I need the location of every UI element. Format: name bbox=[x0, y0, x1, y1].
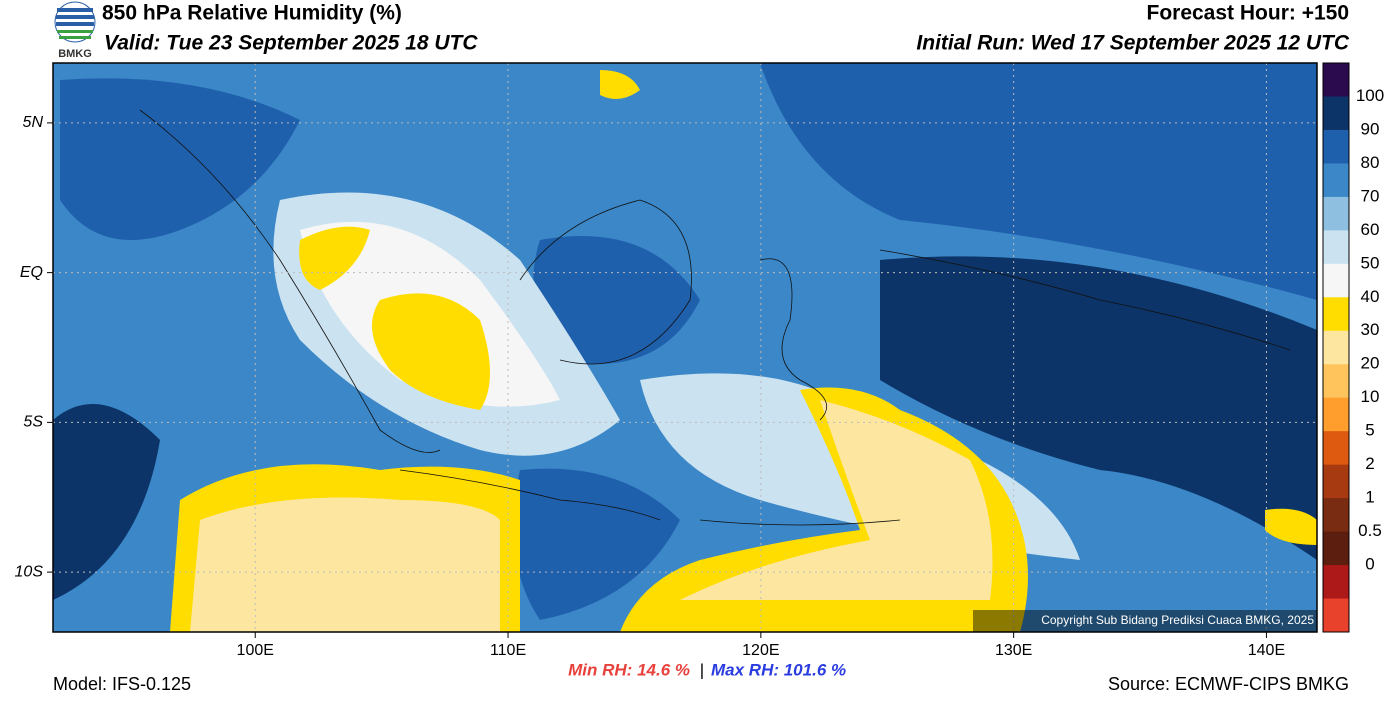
humidity-field bbox=[53, 63, 1317, 632]
colorbar-swatch bbox=[1323, 598, 1349, 633]
colorbar-frame bbox=[1322, 62, 1350, 633]
copyright-box bbox=[973, 610, 1317, 632]
colorbar-swatch bbox=[1323, 565, 1349, 600]
colorbar-label: 10 bbox=[1361, 387, 1380, 406]
colorbar-label: 2 bbox=[1365, 454, 1374, 473]
colorbar-label: 100 bbox=[1356, 86, 1384, 105]
colorbar-label: 0 bbox=[1365, 555, 1374, 574]
lon-tick-label: 120E bbox=[742, 642, 779, 659]
max-rh: Max RH: 101.6 % bbox=[711, 660, 846, 679]
colorbar-swatch bbox=[1323, 163, 1349, 198]
title: 850 hPa Relative Humidity (%) bbox=[102, 2, 402, 25]
colorbar-swatch bbox=[1323, 129, 1349, 164]
colorbar-label: 40 bbox=[1361, 287, 1380, 306]
lat-tick-label: 5N bbox=[23, 114, 44, 131]
lon-tick-label: 140E bbox=[1248, 642, 1285, 659]
colorbar-label: 60 bbox=[1361, 220, 1380, 239]
logo-text: BMKG bbox=[58, 48, 92, 60]
map-frame bbox=[52, 62, 1318, 633]
logo: BMKG bbox=[54, 1, 96, 60]
model: Model: IFS-0.125 bbox=[53, 674, 191, 694]
copyright: Copyright Sub Bidang Prediksi Cuaca BMKG… bbox=[1041, 613, 1314, 627]
colorbar-label: 90 bbox=[1361, 119, 1380, 138]
colorbar-label: 5 bbox=[1365, 421, 1374, 440]
colorbar-label: 20 bbox=[1361, 354, 1380, 373]
min-rh: Min RH: 14.6 % bbox=[568, 660, 690, 679]
lat-tick-label: EQ bbox=[20, 264, 43, 281]
colorbar-swatch bbox=[1323, 431, 1349, 466]
colorbar-swatch bbox=[1323, 498, 1349, 533]
colorbar-swatch bbox=[1323, 464, 1349, 499]
colorbar: 100 90 80 70 60 50 40 30 20 10 5 2 1 0.5 0 bbox=[1322, 62, 1384, 633]
colorbar-swatch bbox=[1323, 397, 1349, 432]
lon-tick-label: 110E bbox=[490, 642, 526, 659]
colorbar-swatch bbox=[1323, 96, 1349, 131]
valid-time: Valid: Tue 23 September 2025 18 UTC bbox=[104, 32, 478, 55]
colorbar-swatch bbox=[1323, 330, 1349, 365]
lat-tick-label: 5S bbox=[23, 414, 43, 431]
colorbar-label: 1 bbox=[1365, 488, 1374, 507]
separator: | bbox=[700, 660, 704, 679]
colorbar-swatch bbox=[1323, 531, 1349, 566]
colorbar-label: 70 bbox=[1361, 186, 1380, 205]
lon-tick-label: 130E bbox=[995, 642, 1032, 659]
colorbar-swatch bbox=[1323, 297, 1349, 332]
colorbar-swatch bbox=[1323, 364, 1349, 399]
colorbar-label: 0.5 bbox=[1358, 521, 1382, 540]
colorbar-label: 30 bbox=[1361, 320, 1380, 339]
colorbar-swatch bbox=[1323, 63, 1349, 97]
colorbar-swatch bbox=[1323, 196, 1349, 231]
forecast-hour: Forecast Hour: +150 bbox=[1147, 2, 1350, 25]
coastlines bbox=[139, 109, 1291, 526]
colorbar-label: 80 bbox=[1361, 153, 1380, 172]
lon-tick-label: 100E bbox=[237, 642, 274, 659]
colorbar-swatch bbox=[1323, 263, 1349, 298]
colorbar-label: 50 bbox=[1361, 253, 1380, 272]
graticule: 100E 110E 120E 130E 140E 5N EQ 5S 10S bbox=[15, 63, 1317, 659]
colorbar-swatch bbox=[1323, 230, 1349, 265]
source: Source: ECMWF-CIPS BMKG bbox=[1108, 674, 1349, 694]
lat-tick-label: 10S bbox=[15, 563, 44, 580]
initial-run: Initial Run: Wed 17 September 2025 12 UT… bbox=[916, 32, 1349, 55]
